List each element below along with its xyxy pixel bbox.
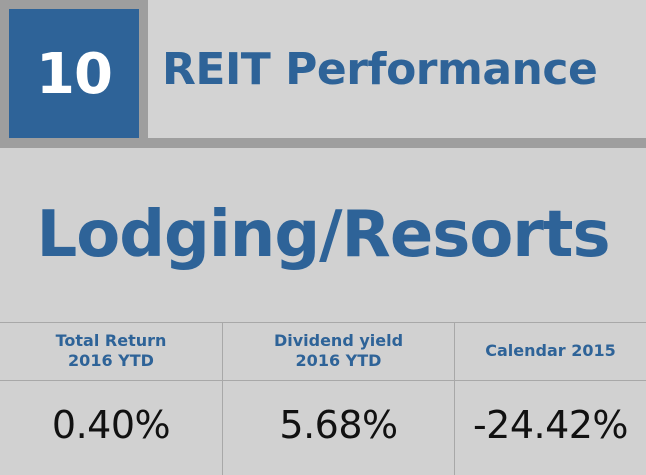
column-header-calendar-2015: Calendar 2015 <box>455 322 646 380</box>
column-header-line: 2016 YTD <box>68 351 154 370</box>
column-header-line: Total Return <box>55 331 167 350</box>
category-heading: Lodging/Resorts <box>36 198 610 272</box>
dividend-yield-value: 5.68% <box>279 403 398 447</box>
rank-badge-inner: 10 <box>9 9 139 139</box>
column-header-dividend-yield: Dividend yield 2016 YTD <box>223 322 454 380</box>
performance-table: Total Return 2016 YTD Dividend yield 201… <box>0 322 646 475</box>
rank-badge: 10 <box>0 0 148 148</box>
total-return-value: 0.40% <box>51 403 171 447</box>
table-top-rule <box>0 322 646 323</box>
column-header-line: 2016 YTD <box>295 351 382 370</box>
column-header-total-return: Total Return 2016 YTD <box>0 322 222 380</box>
column-divider <box>454 322 455 475</box>
header-divider <box>0 138 646 148</box>
calendar-2015-value: -24.42% <box>472 403 629 447</box>
page-title: REIT Performance <box>162 44 598 95</box>
column-header-line: Dividend yield <box>273 331 404 350</box>
column-header-line: Calendar 2015 <box>485 341 616 360</box>
table-header-rule <box>0 380 646 381</box>
header: 10 REIT Performance <box>0 0 646 148</box>
rank-number: 10 <box>36 41 113 107</box>
column-divider <box>222 322 223 475</box>
